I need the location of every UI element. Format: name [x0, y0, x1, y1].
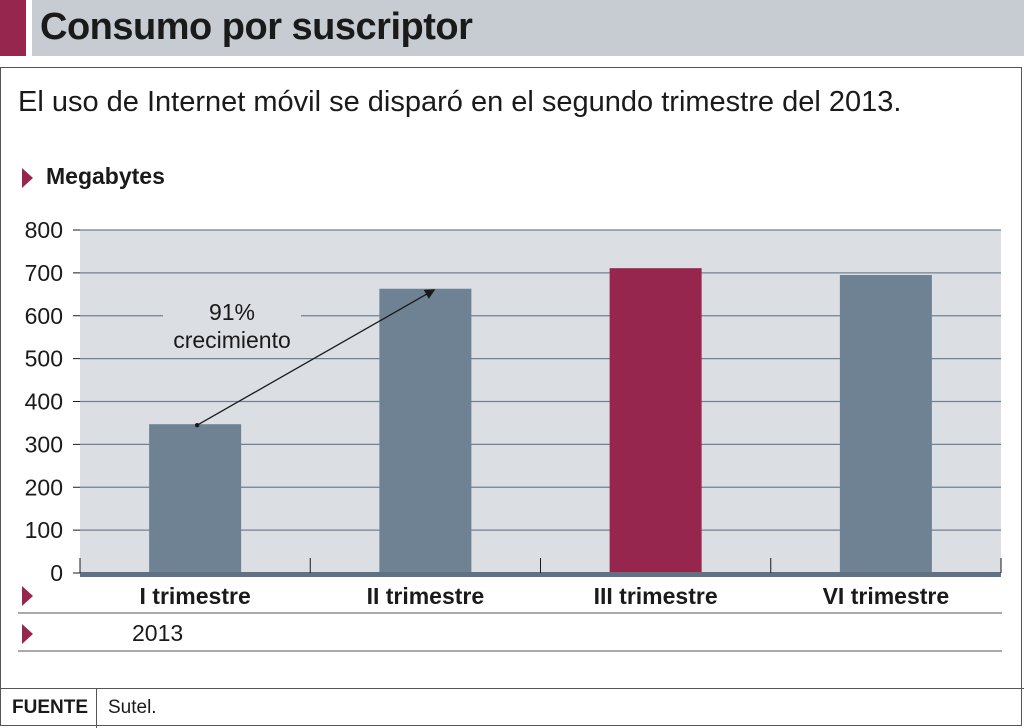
category-row-marker-icon	[22, 586, 33, 606]
annotation-label-background	[163, 296, 301, 354]
y-tick-label-100: 100	[25, 517, 63, 543]
x-tick-label-1: I trimestre	[140, 583, 251, 609]
title-gap	[26, 0, 32, 56]
bar-2	[379, 288, 472, 573]
year-label: 2013	[132, 620, 184, 646]
x-tick-label-4: VI trimestre	[823, 583, 950, 609]
annotation-growth-label: crecimiento	[173, 327, 291, 353]
y-tick-label-200: 200	[25, 474, 63, 500]
y-tick-label-400: 400	[25, 389, 63, 415]
title-bar	[0, 0, 1024, 56]
unit-marker-icon	[22, 168, 33, 188]
source-label: FUENTE	[12, 697, 88, 718]
y-tick-label-600: 600	[25, 303, 63, 329]
growth-arrow	[196, 289, 436, 426]
bar-1	[149, 424, 242, 573]
y-axis-label: Megabytes	[46, 163, 165, 189]
footer-separator	[96, 688, 97, 728]
year-row-marker-icon	[22, 624, 33, 644]
x-axis-baseline	[80, 572, 1001, 577]
y-tick-label-700: 700	[25, 260, 63, 286]
x-tick-label-3: III trimestre	[594, 583, 718, 609]
annotation-growth-percent: 91%	[209, 299, 255, 325]
footer-divider	[0, 688, 1024, 689]
chart-frame	[0, 67, 1022, 726]
y-tick-label-500: 500	[25, 346, 63, 372]
y-tick-label-300: 300	[25, 431, 63, 457]
x-tick-label-2: II trimestre	[367, 583, 485, 609]
chart-subtitle: El uso de Internet móvil se disparó en e…	[18, 86, 902, 118]
source-value: Sutel.	[108, 697, 157, 718]
chart-title: Consumo por suscriptor	[40, 6, 473, 48]
bar-3	[609, 268, 702, 573]
y-tick-label-800: 800	[25, 217, 63, 243]
y-tick-label-0: 0	[50, 560, 63, 586]
bar-4	[839, 275, 932, 573]
title-accent	[0, 0, 26, 56]
